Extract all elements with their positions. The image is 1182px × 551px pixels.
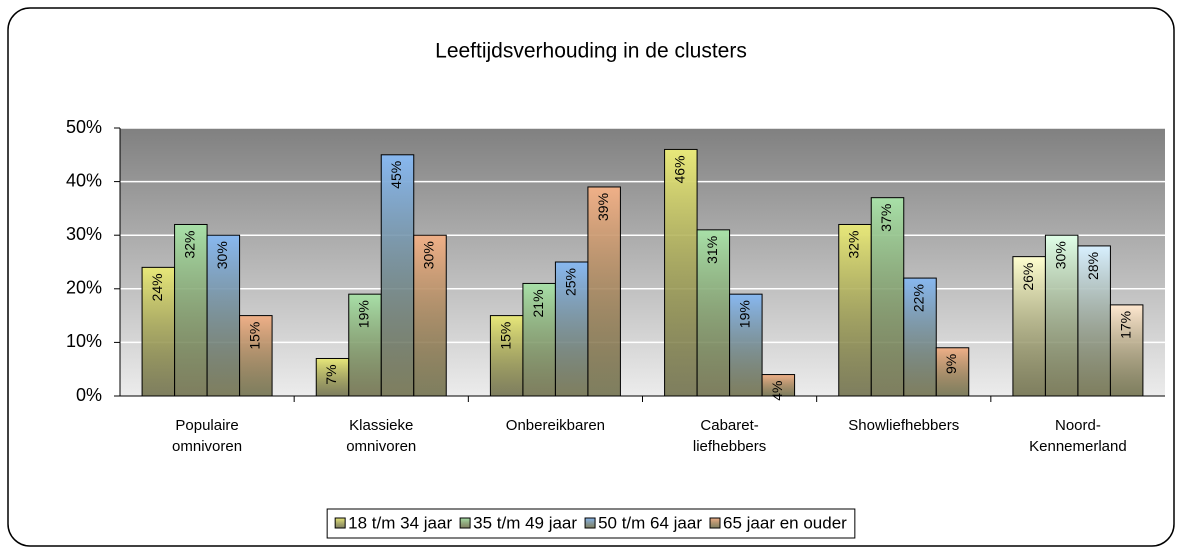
bar	[729, 293, 763, 397]
data-label: 28%	[1085, 252, 1101, 280]
bar	[903, 277, 937, 397]
bar	[554, 261, 589, 397]
x-tick-label: Showliefhebbers	[848, 417, 959, 434]
data-label: 45%	[388, 161, 404, 189]
data-label: 15%	[497, 322, 513, 350]
data-label: 30%	[421, 241, 437, 269]
legend-label: 18 t/m 34 jaar	[348, 513, 452, 532]
data-label: 30%	[1052, 241, 1068, 269]
data-label: 32%	[182, 230, 198, 258]
y-tick-label: 10%	[66, 331, 102, 351]
bar	[174, 223, 208, 397]
legend-label: 65 jaar en ouder	[723, 513, 847, 532]
x-tick-label: liefhebbers	[693, 438, 766, 455]
x-tick-label: omnivoren	[346, 438, 416, 455]
data-label: 26%	[1020, 263, 1036, 291]
data-label: 9%	[943, 354, 959, 374]
data-label: 31%	[704, 236, 720, 264]
bar	[1012, 256, 1046, 397]
data-label: 46%	[672, 155, 688, 183]
data-label: 15%	[247, 322, 263, 350]
legend-swatch	[459, 517, 471, 529]
y-tick-label: 50%	[66, 117, 102, 137]
data-label: 21%	[530, 289, 546, 317]
data-label: 7%	[323, 364, 339, 384]
bar	[489, 315, 524, 397]
bar	[1077, 245, 1111, 397]
data-label: 4%	[769, 381, 785, 401]
y-tick-label: 20%	[66, 278, 102, 298]
plot-area	[120, 128, 1165, 396]
data-label: 17%	[1117, 311, 1133, 339]
bar	[380, 154, 415, 397]
legend-swatch	[584, 517, 596, 529]
data-label: 22%	[911, 284, 927, 312]
bar	[587, 186, 621, 397]
x-tick-label: Noord-	[1055, 417, 1101, 434]
x-tick-label: Kennemerland	[1029, 438, 1127, 455]
y-tick-label: 40%	[66, 170, 102, 190]
bar	[206, 234, 241, 397]
data-label: 19%	[737, 300, 753, 328]
bar	[870, 197, 905, 397]
x-tick-label: Cabaret-	[700, 417, 758, 434]
x-tick-label: Klassieke	[349, 417, 413, 434]
bar	[239, 315, 273, 397]
data-label: 39%	[595, 193, 611, 221]
legend-label: 35 t/m 49 jaar	[473, 513, 577, 532]
data-label: 37%	[878, 204, 894, 232]
data-label: 30%	[214, 241, 230, 269]
bar	[413, 234, 447, 397]
bar	[838, 223, 872, 397]
data-label: 25%	[562, 268, 578, 296]
bar	[141, 266, 176, 397]
data-label: 24%	[149, 273, 165, 301]
legend-swatch	[709, 517, 721, 529]
bar	[348, 293, 382, 397]
y-tick-label: 30%	[66, 224, 102, 244]
data-label: 32%	[846, 230, 862, 258]
x-tick-label: omnivoren	[172, 438, 242, 455]
bar	[1044, 234, 1079, 397]
data-label: 19%	[356, 300, 372, 328]
bar	[1109, 304, 1144, 397]
chart-title: Leeftijdsverhouding in de clusters	[435, 40, 747, 63]
legend-swatch	[334, 517, 346, 529]
bar	[761, 374, 796, 397]
x-tick-label: Onbereikbaren	[506, 417, 605, 434]
bar	[664, 148, 698, 397]
y-tick-label: 0%	[76, 385, 102, 405]
legend-label: 50 t/m 64 jaar	[598, 513, 702, 532]
bar	[935, 347, 970, 397]
x-tick-label: Populaire	[175, 417, 238, 434]
